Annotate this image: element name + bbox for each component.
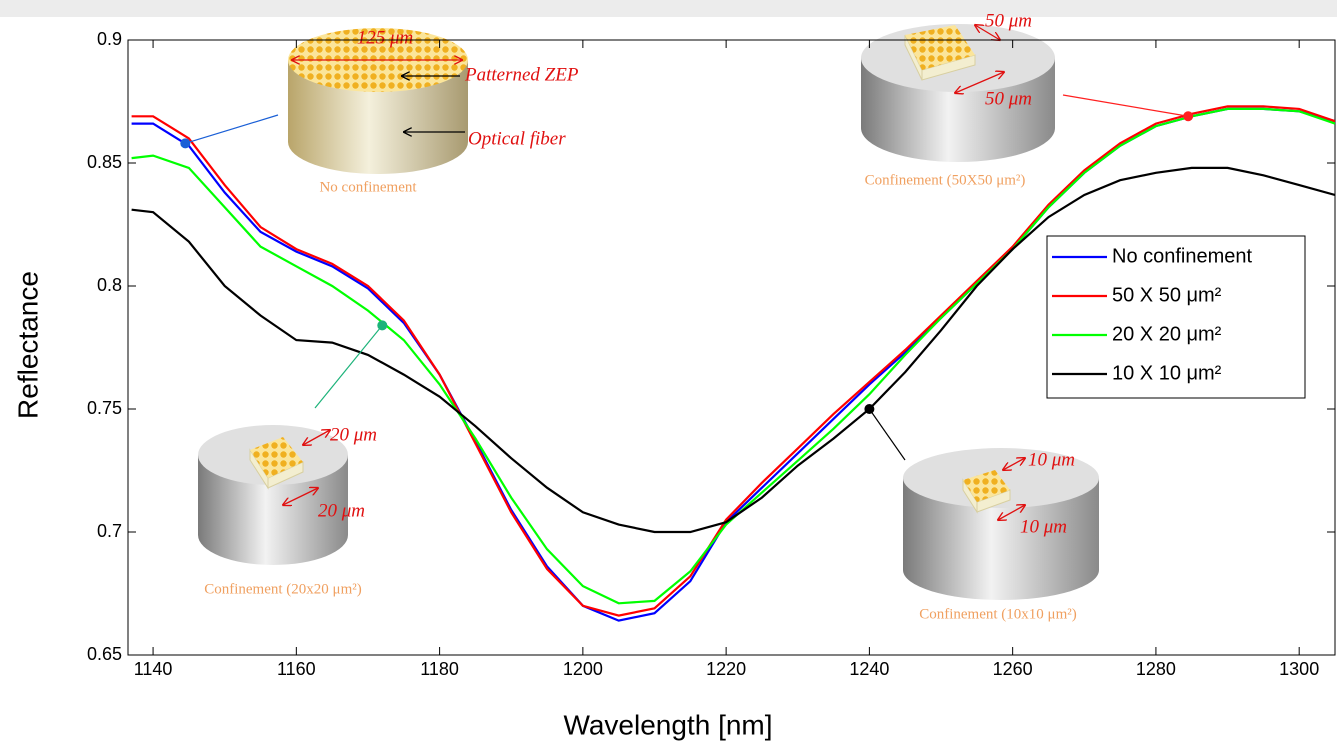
inset-caption: Confinement (10x10 μm²) [919,606,1077,622]
x-tick-label: 1180 [420,659,459,679]
leader-line [185,114,279,144]
inset: 125 μm Patterned ZEP Optical fiber No confi… [288,27,579,195]
y-axis-label: Reflectance [12,271,43,419]
y-tick-label: 0.9 [97,29,122,49]
leader-line [314,324,383,409]
callout-point [377,320,388,331]
pattern-top [905,25,975,70]
arrow [975,25,1000,40]
x-tick-label: 1200 [563,659,603,679]
inset-label: 125 μm [357,27,414,48]
pattern-top [250,437,303,478]
y-tick-label: 0.8 [97,275,122,295]
legend-label: 10 X 10 μm² [1112,362,1222,384]
leader-line [1062,94,1189,117]
arrow [955,72,1004,93]
y-tick-label: 0.65 [87,644,122,664]
series-line [131,105,1335,617]
callout-point [180,138,191,149]
arrow [998,505,1025,520]
legend-label: 20 X 20 μm² [1112,323,1222,345]
inset: 50 μm 50 μm Confinement (50X50 μm²) [861,10,1055,188]
legend-box [1046,235,1306,399]
inset-caption: Confinement (50X50 μm²) [865,172,1026,188]
inset-label: 50 μm [985,10,1032,31]
y-tick-label: 0.85 [87,152,122,172]
arrow [283,488,318,505]
y-tick-label: 0.7 [97,521,122,541]
inset-label: 50 μm [985,88,1032,109]
x-tick-label: 1280 [1136,659,1176,679]
inset-label: 20 μm [330,424,377,445]
x-tick-label: 1160 [277,659,316,679]
inset-label: Optical fiber [468,128,566,149]
top-strip [0,0,1337,17]
x-tick-label: 1220 [706,659,746,679]
inset-caption: Confinement (20x20 μm²) [204,581,362,597]
callout-point [864,404,875,414]
legend-label: No confinement [1112,245,1253,267]
inset-label: 10 μm [1020,516,1067,537]
x-tick-label: 1240 [849,659,889,679]
x-tick-label: 1140 [134,659,173,679]
cylinder-side [288,60,468,174]
callout-point [1183,111,1194,122]
y-tick-label: 0.75 [87,398,122,418]
plot-frame [127,39,1336,656]
x-axis-label: Wavelength [nm] [563,709,772,740]
inset: 20 μm 20 μm Confinement (20x20 μm²) [198,424,377,597]
inset: 10 μm 10 μm Confinement (10x10 μm²) [903,448,1099,622]
arrow [1003,458,1025,470]
inset-label: Patterned ZEP [464,64,579,85]
cylinder-side [903,478,1099,600]
cylinder-side [198,455,348,565]
inset-label: 20 μm [318,500,365,521]
inset-label: 10 μm [1028,449,1075,470]
series-line [131,166,1335,534]
x-tick-label: 1300 [1279,659,1319,679]
inset-caption: No confinement [319,179,417,195]
leader-line [868,408,906,461]
series-line [131,107,1335,605]
arrow [303,430,330,445]
pattern-top [963,470,1010,502]
x-tick-label: 1260 [993,659,1033,679]
legend-label: 50 X 50 μm² [1112,284,1222,306]
